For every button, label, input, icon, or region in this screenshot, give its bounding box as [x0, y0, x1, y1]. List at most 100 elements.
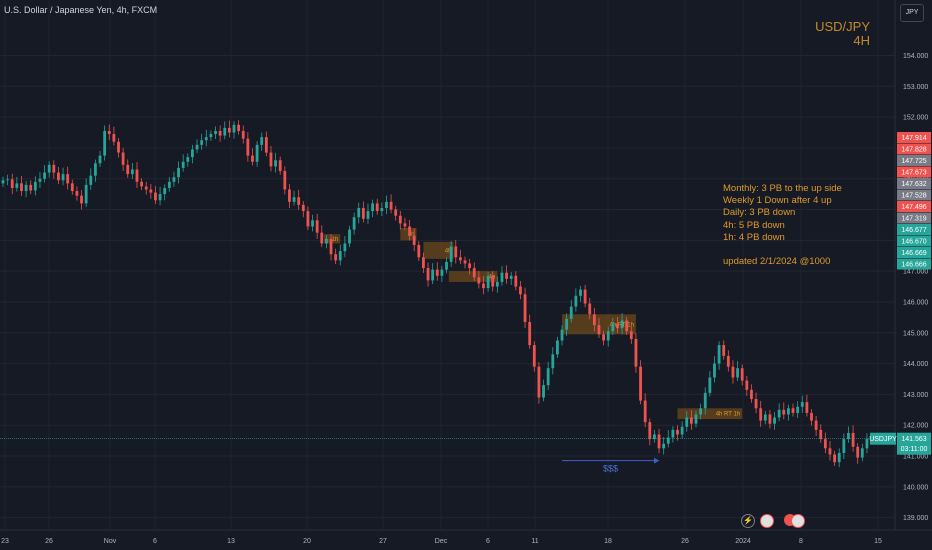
candle-body	[805, 402, 809, 413]
candle-body	[768, 414, 772, 424]
candle-body	[611, 323, 615, 332]
candle-body	[98, 155, 102, 164]
candle-body	[223, 127, 227, 136]
candle-body	[338, 251, 342, 261]
candle-body	[703, 392, 707, 409]
candle-body	[565, 318, 569, 330]
candle-body	[366, 211, 370, 219]
candle-body	[750, 389, 753, 400]
price-tick-label: 153.000	[903, 84, 928, 91]
time-tick-label: 26	[45, 538, 53, 545]
price-badge-value: 147.725	[901, 158, 926, 165]
price-badge	[897, 235, 931, 247]
candle-body	[542, 385, 545, 398]
currency-button[interactable]: JPY	[900, 4, 924, 22]
candle-body	[505, 272, 508, 279]
candle-body	[301, 204, 305, 212]
candle-body	[412, 235, 416, 245]
candle-body	[6, 179, 10, 181]
candle-body	[546, 368, 550, 386]
price-badge	[897, 224, 931, 235]
candle-body	[588, 303, 592, 315]
candle-body	[394, 209, 398, 216]
flag-icon[interactable]	[760, 514, 774, 528]
time-axis[interactable]: 23 26 Nov 6 13 20 27 Dec 6 11 18 26 2024 8 15	[1, 538, 882, 545]
candle-body	[731, 366, 735, 378]
candle-body	[408, 226, 411, 236]
price-badge	[897, 178, 931, 189]
candle-body	[440, 269, 444, 276]
time-tick-label: 20	[303, 538, 311, 545]
candle-body	[38, 178, 42, 182]
candle-body	[126, 164, 130, 175]
candle-body	[385, 201, 388, 208]
countdown-value: 03:11:00	[901, 446, 928, 453]
candle-body	[736, 368, 739, 378]
candle-body	[828, 448, 832, 455]
candle-body	[361, 207, 365, 219]
time-tick-label: 15	[874, 538, 882, 545]
price-badge	[897, 132, 931, 143]
candle-body	[1, 180, 5, 184]
price-tick-label: 147.000	[903, 269, 928, 276]
candle-body	[740, 368, 744, 381]
price-badge	[897, 201, 931, 212]
candle-body	[431, 269, 435, 281]
candle-body	[717, 345, 721, 364]
candle-body	[283, 171, 287, 190]
candle-body	[671, 429, 675, 438]
candle-body	[297, 197, 301, 205]
candle-body	[823, 439, 827, 449]
price-badge	[897, 247, 931, 258]
candle-body	[80, 195, 83, 204]
note-line: Daily: 3 PB down	[723, 207, 796, 219]
time-tick-label: 2024	[735, 538, 751, 545]
candle-body	[15, 183, 19, 188]
candle-body	[842, 439, 846, 453]
price-badge-value: 147.914	[901, 135, 926, 142]
candle-body	[537, 366, 541, 398]
price-badge	[897, 143, 931, 155]
time-tick-label: 23	[1, 538, 9, 545]
candle-body	[241, 130, 245, 139]
candle-body	[639, 366, 642, 401]
candle-body	[759, 408, 763, 421]
candle-body	[84, 184, 88, 204]
candle-body	[579, 289, 582, 296]
price-badge-value: 146.666	[901, 262, 926, 269]
candle-body	[800, 402, 804, 407]
candle-body	[860, 448, 864, 458]
time-tick-label: 26	[681, 538, 689, 545]
candle-body	[551, 354, 555, 369]
price-badge	[897, 189, 931, 201]
candle-body	[454, 246, 458, 258]
candle-body	[343, 243, 347, 252]
price-badge-value: 146.670	[901, 239, 926, 246]
price-badge-value: 146.669	[901, 250, 926, 257]
candle-body	[121, 152, 125, 165]
candle-body	[556, 340, 559, 355]
candle-body	[306, 211, 310, 227]
price-tick-label: 152.000	[903, 115, 928, 122]
event-icon-secondary[interactable]	[791, 514, 805, 528]
candle-body	[269, 152, 273, 167]
price-tick-label: 140.000	[903, 484, 928, 491]
candle-body	[819, 429, 823, 440]
candle-body	[629, 331, 633, 339]
candle-body	[334, 254, 338, 261]
candle-body	[57, 172, 60, 181]
candle-body	[495, 281, 499, 287]
symbol-badge-label: USDJPY	[869, 436, 897, 443]
candle-body	[616, 323, 619, 329]
price-badge-value: 147.319	[901, 216, 926, 223]
candle-body	[398, 215, 402, 224]
candle-body	[754, 399, 758, 409]
lightning-icon[interactable]: ⚡	[741, 514, 755, 528]
pair-timeframe: 4H	[853, 33, 870, 48]
candle-body	[167, 181, 171, 188]
price-tick-label: 154.000	[903, 53, 928, 60]
candle-body	[274, 160, 277, 167]
candle-body	[94, 163, 97, 176]
candle-body	[777, 409, 781, 418]
